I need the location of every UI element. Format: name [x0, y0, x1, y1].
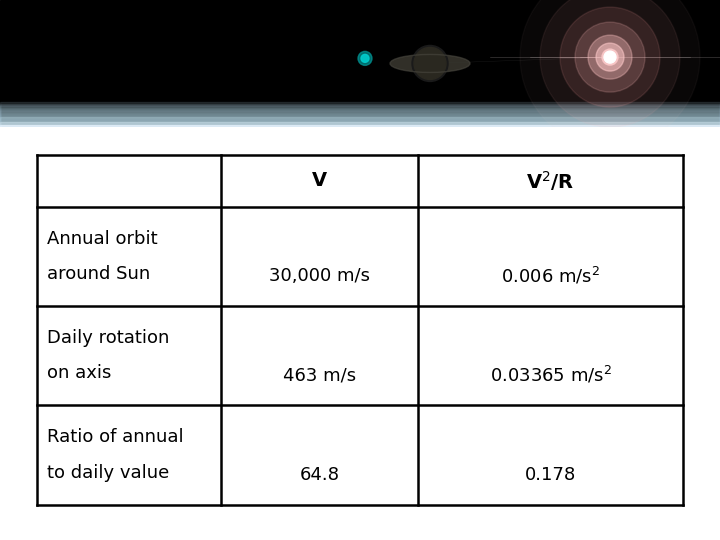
Circle shape: [606, 53, 614, 61]
Circle shape: [560, 7, 660, 107]
Text: 64.8: 64.8: [300, 466, 340, 484]
Bar: [0, 109, 720, 127]
Circle shape: [414, 48, 446, 79]
Bar: [0, 119, 720, 127]
Bar: [0, 123, 720, 127]
Bar: [0, 122, 720, 127]
Bar: [0, 111, 720, 127]
Text: Annual orbit: Annual orbit: [47, 230, 158, 248]
Text: 0.178: 0.178: [525, 466, 576, 484]
Bar: [0, 104, 720, 127]
Bar: [0, 113, 720, 127]
Circle shape: [358, 51, 372, 65]
Bar: [0, 123, 720, 127]
Circle shape: [361, 55, 369, 63]
Bar: [0, 110, 720, 127]
Circle shape: [540, 0, 680, 127]
Text: 463 m/s: 463 m/s: [283, 366, 356, 384]
Text: Daily rotation: Daily rotation: [47, 329, 169, 347]
Circle shape: [602, 49, 618, 65]
Text: on axis: on axis: [47, 364, 112, 382]
Text: 30,000 m/s: 30,000 m/s: [269, 267, 370, 285]
Bar: [0, 124, 720, 127]
Text: to daily value: to daily value: [47, 464, 169, 482]
Bar: [37, 155, 683, 505]
Circle shape: [412, 45, 448, 82]
Bar: [0, 114, 720, 127]
Bar: [0, 117, 720, 127]
Text: 0.006 m/s$^2$: 0.006 m/s$^2$: [501, 266, 600, 287]
Bar: [0, 125, 720, 127]
Bar: [0, 106, 720, 127]
Bar: [0, 122, 720, 127]
Text: around Sun: around Sun: [47, 265, 150, 284]
Bar: [0, 105, 720, 127]
Text: V: V: [312, 172, 327, 191]
Bar: [0, 116, 720, 127]
Text: Ratio of annual: Ratio of annual: [47, 428, 184, 446]
Bar: [0, 125, 720, 127]
Bar: [0, 120, 720, 127]
Circle shape: [596, 43, 624, 71]
Bar: [0, 125, 720, 127]
Bar: [0, 108, 720, 127]
Bar: [0, 122, 720, 127]
Circle shape: [604, 51, 616, 63]
Bar: [0, 125, 720, 127]
Bar: [0, 124, 720, 127]
Bar: [0, 123, 720, 127]
Bar: [0, 124, 720, 127]
Circle shape: [588, 35, 632, 79]
Ellipse shape: [390, 55, 470, 72]
Bar: [0, 125, 720, 127]
Bar: [0, 118, 720, 127]
Bar: [0, 117, 720, 127]
Text: V$^2$/R: V$^2$/R: [526, 169, 575, 193]
Bar: [0, 120, 720, 127]
Bar: [0, 102, 720, 127]
Bar: [0, 118, 720, 127]
Circle shape: [575, 22, 645, 92]
Bar: [0, 114, 720, 127]
Text: 0.03365 m/s$^2$: 0.03365 m/s$^2$: [490, 364, 611, 386]
